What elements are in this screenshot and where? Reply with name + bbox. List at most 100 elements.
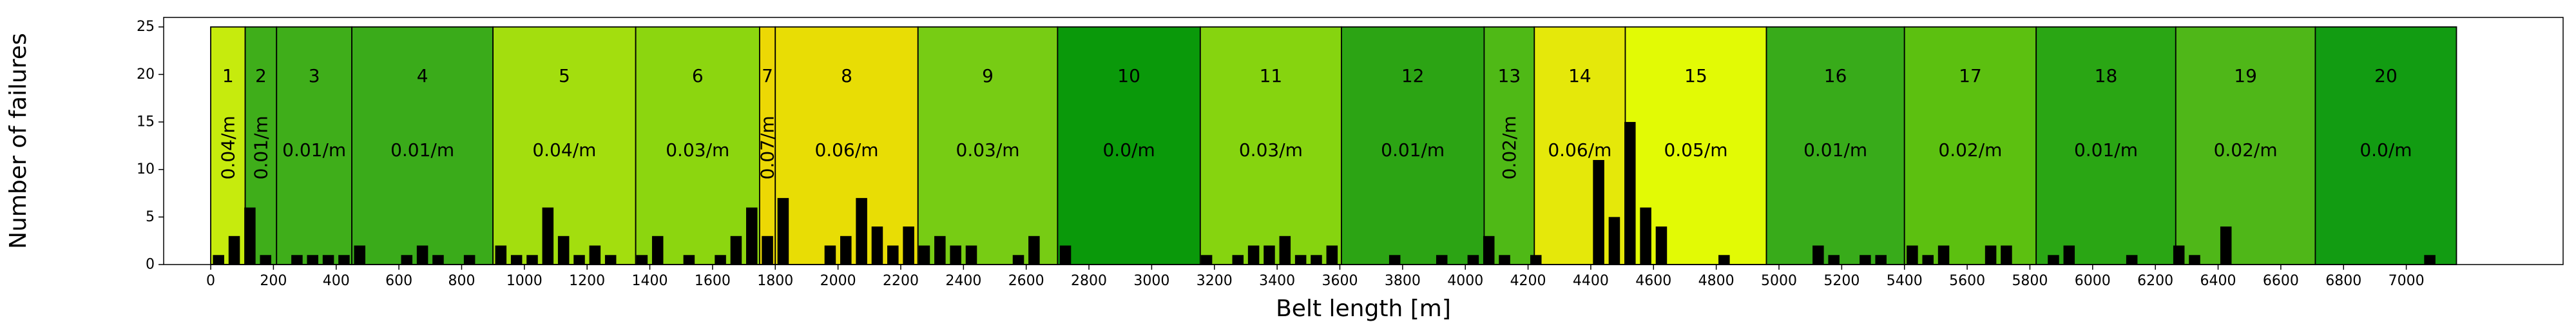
x-tick-label: 2000 [820,273,856,289]
x-tick-label: 1400 [632,273,668,289]
segment-rate-label: 0.05/m [1664,139,1727,161]
y-tick-label: 25 [137,19,155,35]
x-tick-label: 800 [448,273,475,289]
x-tick-label: 0 [206,273,215,289]
failure-bar [1326,245,1338,265]
failure-bar [2048,255,2059,265]
segment-rate-label: 0.02/m [1938,139,2002,161]
x-axis-label: Belt length [m] [1276,296,1451,322]
failure-bar [1624,122,1636,265]
segment-rate-label: 0.01/m [282,139,346,161]
x-tick-label: 200 [260,273,287,289]
segment-number-label: 14 [1568,65,1591,86]
failure-bar [1922,255,1934,265]
x-tick-label: 3600 [1322,273,1358,289]
failure-bar [1012,255,1024,265]
segment-rate-label: 0.01/m [2074,139,2138,161]
segment-rate-label: 0.03/m [1239,139,1303,161]
failure-bar [2220,226,2232,265]
segment-6 [635,26,760,265]
failure-bar [495,245,507,265]
failure-bar [1483,236,1495,265]
x-tick-label: 7000 [2389,273,2425,289]
segment-rate-label: 0.03/m [956,139,1020,161]
segment-3 [276,26,352,265]
segment-number-label: 2 [255,65,267,86]
x-tick-label: 3800 [1385,273,1421,289]
failure-bar [762,236,773,265]
failure-bar [589,245,601,265]
segment-19 [2175,26,2316,265]
x-tick-label: 4800 [1698,273,1735,289]
x-tick-label: 5400 [1887,273,1923,289]
failure-bar [856,197,867,265]
failure-bar [604,255,617,265]
failure-bar [903,226,914,265]
failure-bar [1640,207,1651,265]
x-tick-label: 2400 [945,273,981,289]
failure-bar [1294,255,1307,265]
x-tick-label: 1600 [695,273,731,289]
segment-10 [1057,26,1201,265]
x-tick-label: 1200 [569,273,605,289]
segment-number-label: 1 [222,65,234,86]
x-tick-label: 600 [385,273,412,289]
segment-number-label: 10 [1117,65,1140,86]
segment-rate-label: 0.06/m [1548,139,1611,161]
x-tick-label: 2800 [1071,273,1107,289]
failure-bar [2001,245,2012,265]
segment-1 [210,26,246,265]
x-tick-label: 4400 [1573,273,1609,289]
x-tick-label: 6200 [2137,273,2173,289]
segments-layer [210,26,2457,265]
segment-rate-label: 0.0/m [2360,139,2412,161]
failure-bar [950,245,961,265]
x-tick-label: 400 [323,273,350,289]
failure-bar [1200,255,1213,265]
segment-rate-label: 0.01/m [1381,139,1445,161]
failure-bar [1530,255,1542,265]
segment-rate-label: 0.07/m [757,115,778,179]
segment-number-label: 15 [1684,65,1707,86]
y-tick-label: 20 [137,66,155,83]
x-tick-label: 3400 [1259,273,1295,289]
segment-18 [2035,26,2177,265]
y-tick-label: 15 [137,114,155,130]
failure-bar [228,236,240,265]
bars-layer [213,122,2436,265]
x-tick-label: 5200 [1823,273,1860,289]
failure-bar [526,255,538,265]
failure-bar [715,255,726,265]
failure-bar [965,245,977,265]
failure-bar [213,255,224,265]
failure-bar [573,255,585,265]
segment-rate-label: 0.01/m [1803,139,1867,161]
failure-bar [2189,255,2200,265]
failure-bar [745,207,758,265]
x-tick-label: 5600 [1949,273,1985,289]
x-tick-label: 6800 [2325,273,2361,289]
y-axis: 0 5 10 15 20 25 [137,19,164,273]
y-tick-label: 0 [146,257,155,273]
failure-bar [557,236,570,265]
segment-number-label: 13 [1498,65,1521,86]
failure-bar [2173,245,2185,265]
segment-4 [351,26,494,265]
segment-number-label: 5 [559,65,570,86]
x-tick-label: 6400 [2200,273,2236,289]
failure-bar [401,255,413,265]
failure-bar [1499,255,1510,265]
segment-rate-label: 0.03/m [666,139,729,161]
failure-bar [1389,255,1401,265]
x-tick-label: 6600 [2263,273,2299,289]
failure-bar [1436,255,1448,265]
segment-16 [1765,26,1905,265]
segment-number-label: 4 [417,65,428,86]
y-tick-label: 5 [146,209,155,225]
x-tick-label: 4200 [1510,273,1546,289]
x-tick-label: 2600 [1008,273,1044,289]
segment-number-label: 11 [1260,65,1283,86]
x-tick-label: 5800 [2012,273,2048,289]
failure-bar [1608,217,1620,265]
